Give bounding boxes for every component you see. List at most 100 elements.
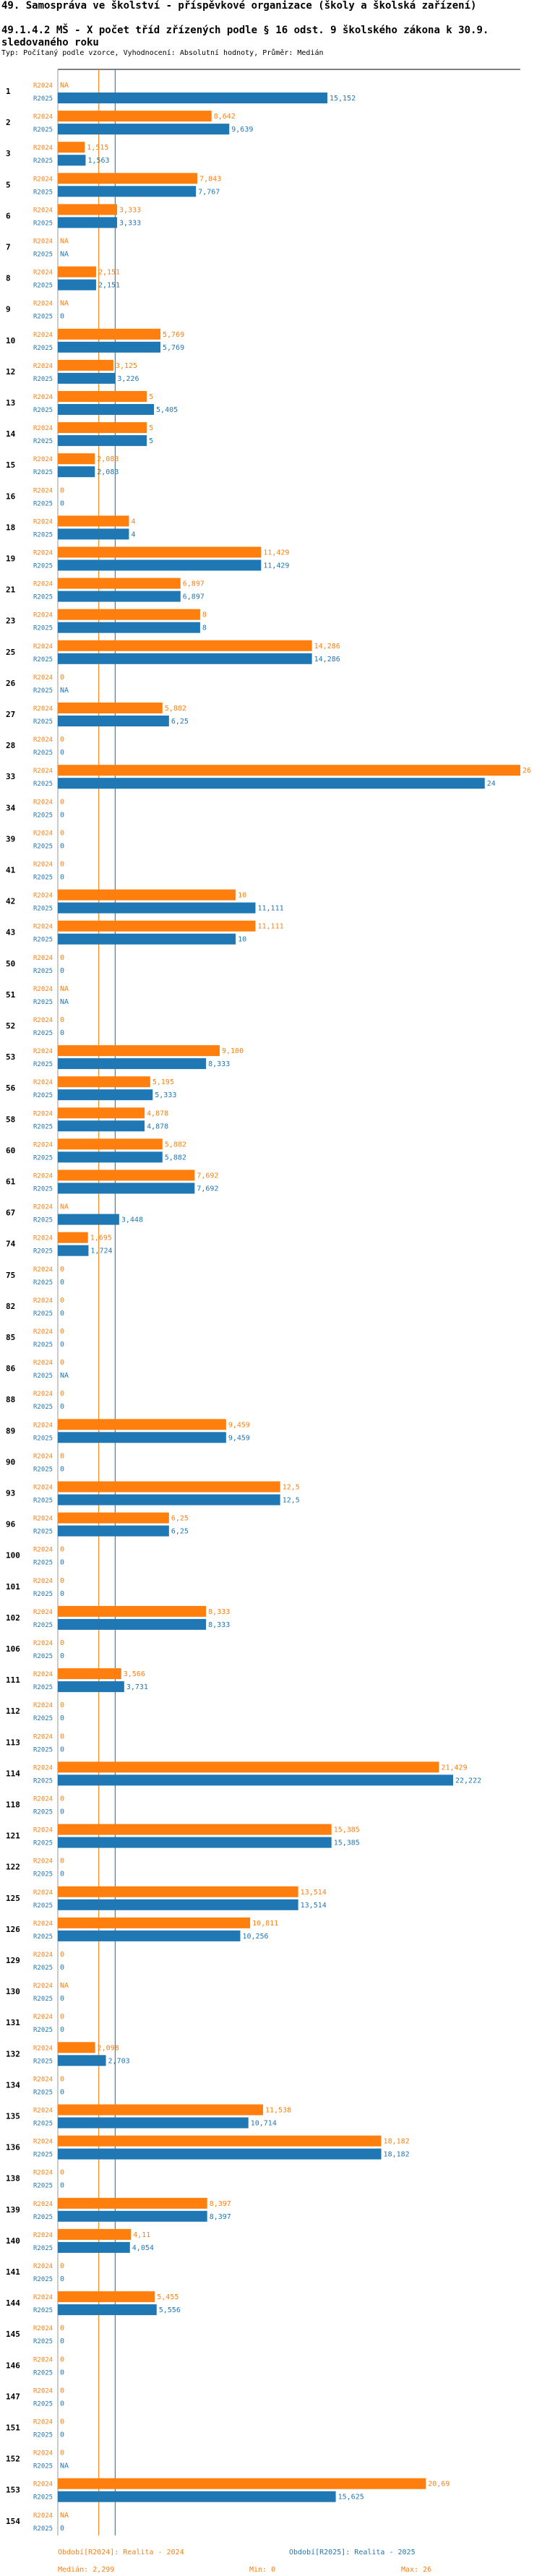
series-label-r2025: R2025 (33, 220, 53, 227)
legend-r2024-median: Medián: 2,299 (58, 2565, 114, 2574)
value-label-r2025: 0 (60, 1746, 64, 1753)
series-label-r2025: R2025 (33, 1435, 53, 1442)
series-label-r2024: R2024 (33, 1485, 53, 1492)
category-label: 42 (6, 897, 15, 906)
bar-r2025 (58, 1182, 195, 1194)
series-label-r2025: R2025 (33, 563, 53, 570)
series-label-r2024: R2024 (33, 893, 53, 900)
series-label-r2024: R2024 (33, 394, 53, 401)
value-label-r2024: 11,538 (265, 2107, 291, 2115)
series-label-r2024: R2024 (33, 2045, 53, 2052)
value-label-r2024: 5,882 (165, 1141, 186, 1149)
value-label-r2025: 0 (60, 842, 64, 850)
value-label-r2025: 10,714 (251, 2120, 277, 2128)
bar-r2024 (58, 359, 113, 371)
series-label-r2024: R2024 (33, 239, 53, 246)
series-label-r2024: R2024 (33, 1764, 53, 1772)
value-label-r2025: 0 (60, 2182, 64, 2190)
value-label-r2024: 26 (522, 767, 531, 775)
value-label-r2024: 11,111 (258, 923, 284, 931)
series-label-r2024: R2024 (33, 612, 53, 619)
value-label-r2024: 0 (60, 2262, 64, 2270)
value-label-r2025: 8 (202, 624, 207, 632)
value-label-r2025: NA (60, 1372, 69, 1380)
value-label-r2025: 0 (60, 1808, 64, 1816)
value-label-r2024: NA (60, 82, 69, 90)
bar-r2024 (58, 2478, 426, 2489)
value-label-r2024: 7,843 (199, 175, 221, 183)
series-label-r2025: R2025 (33, 2494, 53, 2502)
series-label-r2024: R2024 (33, 1983, 53, 1990)
series-label-r2025: R2025 (33, 1715, 53, 1722)
series-label-r2025: R2025 (33, 1529, 53, 1536)
series-label-r2024: R2024 (33, 1640, 53, 1647)
series-label-r2024: R2024 (33, 2014, 53, 2021)
value-label-r2024: 0 (60, 2324, 64, 2332)
series-label-r2024: R2024 (33, 2387, 53, 2395)
bar-r2025 (58, 1494, 280, 1506)
value-label-r2024: 21,429 (441, 1764, 467, 1772)
series-label-r2025: R2025 (33, 1279, 53, 1287)
series-label-r2025: R2025 (33, 2214, 53, 2221)
category-label: 106 (6, 1644, 20, 1654)
value-label-r2025: 0 (60, 1590, 64, 1598)
series-label-r2024: R2024 (33, 2201, 53, 2208)
bar-r2024 (58, 515, 129, 527)
series-label-r2024: R2024 (33, 1858, 53, 1866)
value-label-r2024: 0 (60, 954, 64, 962)
category-label: 41 (6, 866, 16, 875)
category-label: 28 (6, 741, 15, 750)
category-label: 146 (6, 2361, 20, 2370)
value-label-r2024: 0 (60, 2075, 64, 2083)
value-label-r2025: 0 (60, 499, 64, 507)
category-label: 56 (6, 1083, 16, 1093)
category-label: 88 (6, 1395, 15, 1404)
series-label-r2024: R2024 (33, 1141, 53, 1149)
category-label: 153 (6, 2486, 20, 2495)
bar-r2024 (58, 1107, 145, 1119)
value-label-r2024: 0 (60, 1858, 64, 1866)
series-label-r2025: R2025 (33, 2121, 53, 2128)
value-label-r2025: NA (60, 251, 69, 259)
bar-r2025 (58, 933, 236, 945)
series-label-r2024: R2024 (33, 1578, 53, 1585)
bar-r2025 (58, 404, 155, 415)
series-label-r2024: R2024 (33, 1204, 53, 1211)
value-label-r2025: 0 (60, 2525, 64, 2533)
category-label: 144 (6, 2298, 20, 2308)
bar-r2025 (58, 2241, 130, 2253)
bar-r2025 (58, 1774, 454, 1786)
series-label-r2024: R2024 (33, 487, 53, 494)
series-label-r2025: R2025 (33, 1092, 53, 1099)
series-label-r2024: R2024 (33, 986, 53, 993)
value-label-r2024: 0 (60, 1546, 64, 1554)
bar-r2025 (58, 902, 256, 914)
series-label-r2024: R2024 (33, 1702, 53, 1709)
legend-r2024-max: Max: 26 (401, 2566, 431, 2574)
category-label: 151 (6, 2423, 20, 2433)
value-label-r2024: 5,195 (152, 1078, 174, 1086)
bar-r2025 (58, 2210, 207, 2222)
bar-r2024 (58, 2228, 132, 2240)
series-label-r2025: R2025 (33, 1840, 53, 1847)
series-label-r2024: R2024 (33, 924, 53, 931)
series-label-r2024: R2024 (33, 2263, 53, 2270)
bar-r2025 (58, 124, 230, 135)
category-label: 10 (6, 336, 15, 345)
value-label-r2025: 6,897 (183, 593, 205, 601)
category-label: 23 (6, 617, 15, 626)
bar-r2025 (58, 622, 200, 633)
series-label-r2024: R2024 (33, 2076, 53, 2083)
category-label: 89 (6, 1426, 15, 1435)
category-label: 125 (6, 1894, 20, 1903)
bar-r2025 (58, 1120, 145, 1132)
category-label: 131 (6, 2018, 20, 2027)
series-label-r2025: R2025 (33, 750, 53, 757)
series-label-r2025: R2025 (33, 1404, 53, 1411)
category-label: 141 (6, 2267, 20, 2277)
bar-r2024 (58, 703, 163, 713)
series-label-r2025: R2025 (33, 1871, 53, 1879)
series-label-r2024: R2024 (33, 1889, 53, 1897)
category-label: 93 (6, 1489, 15, 1498)
category-label: 122 (6, 1863, 20, 1872)
